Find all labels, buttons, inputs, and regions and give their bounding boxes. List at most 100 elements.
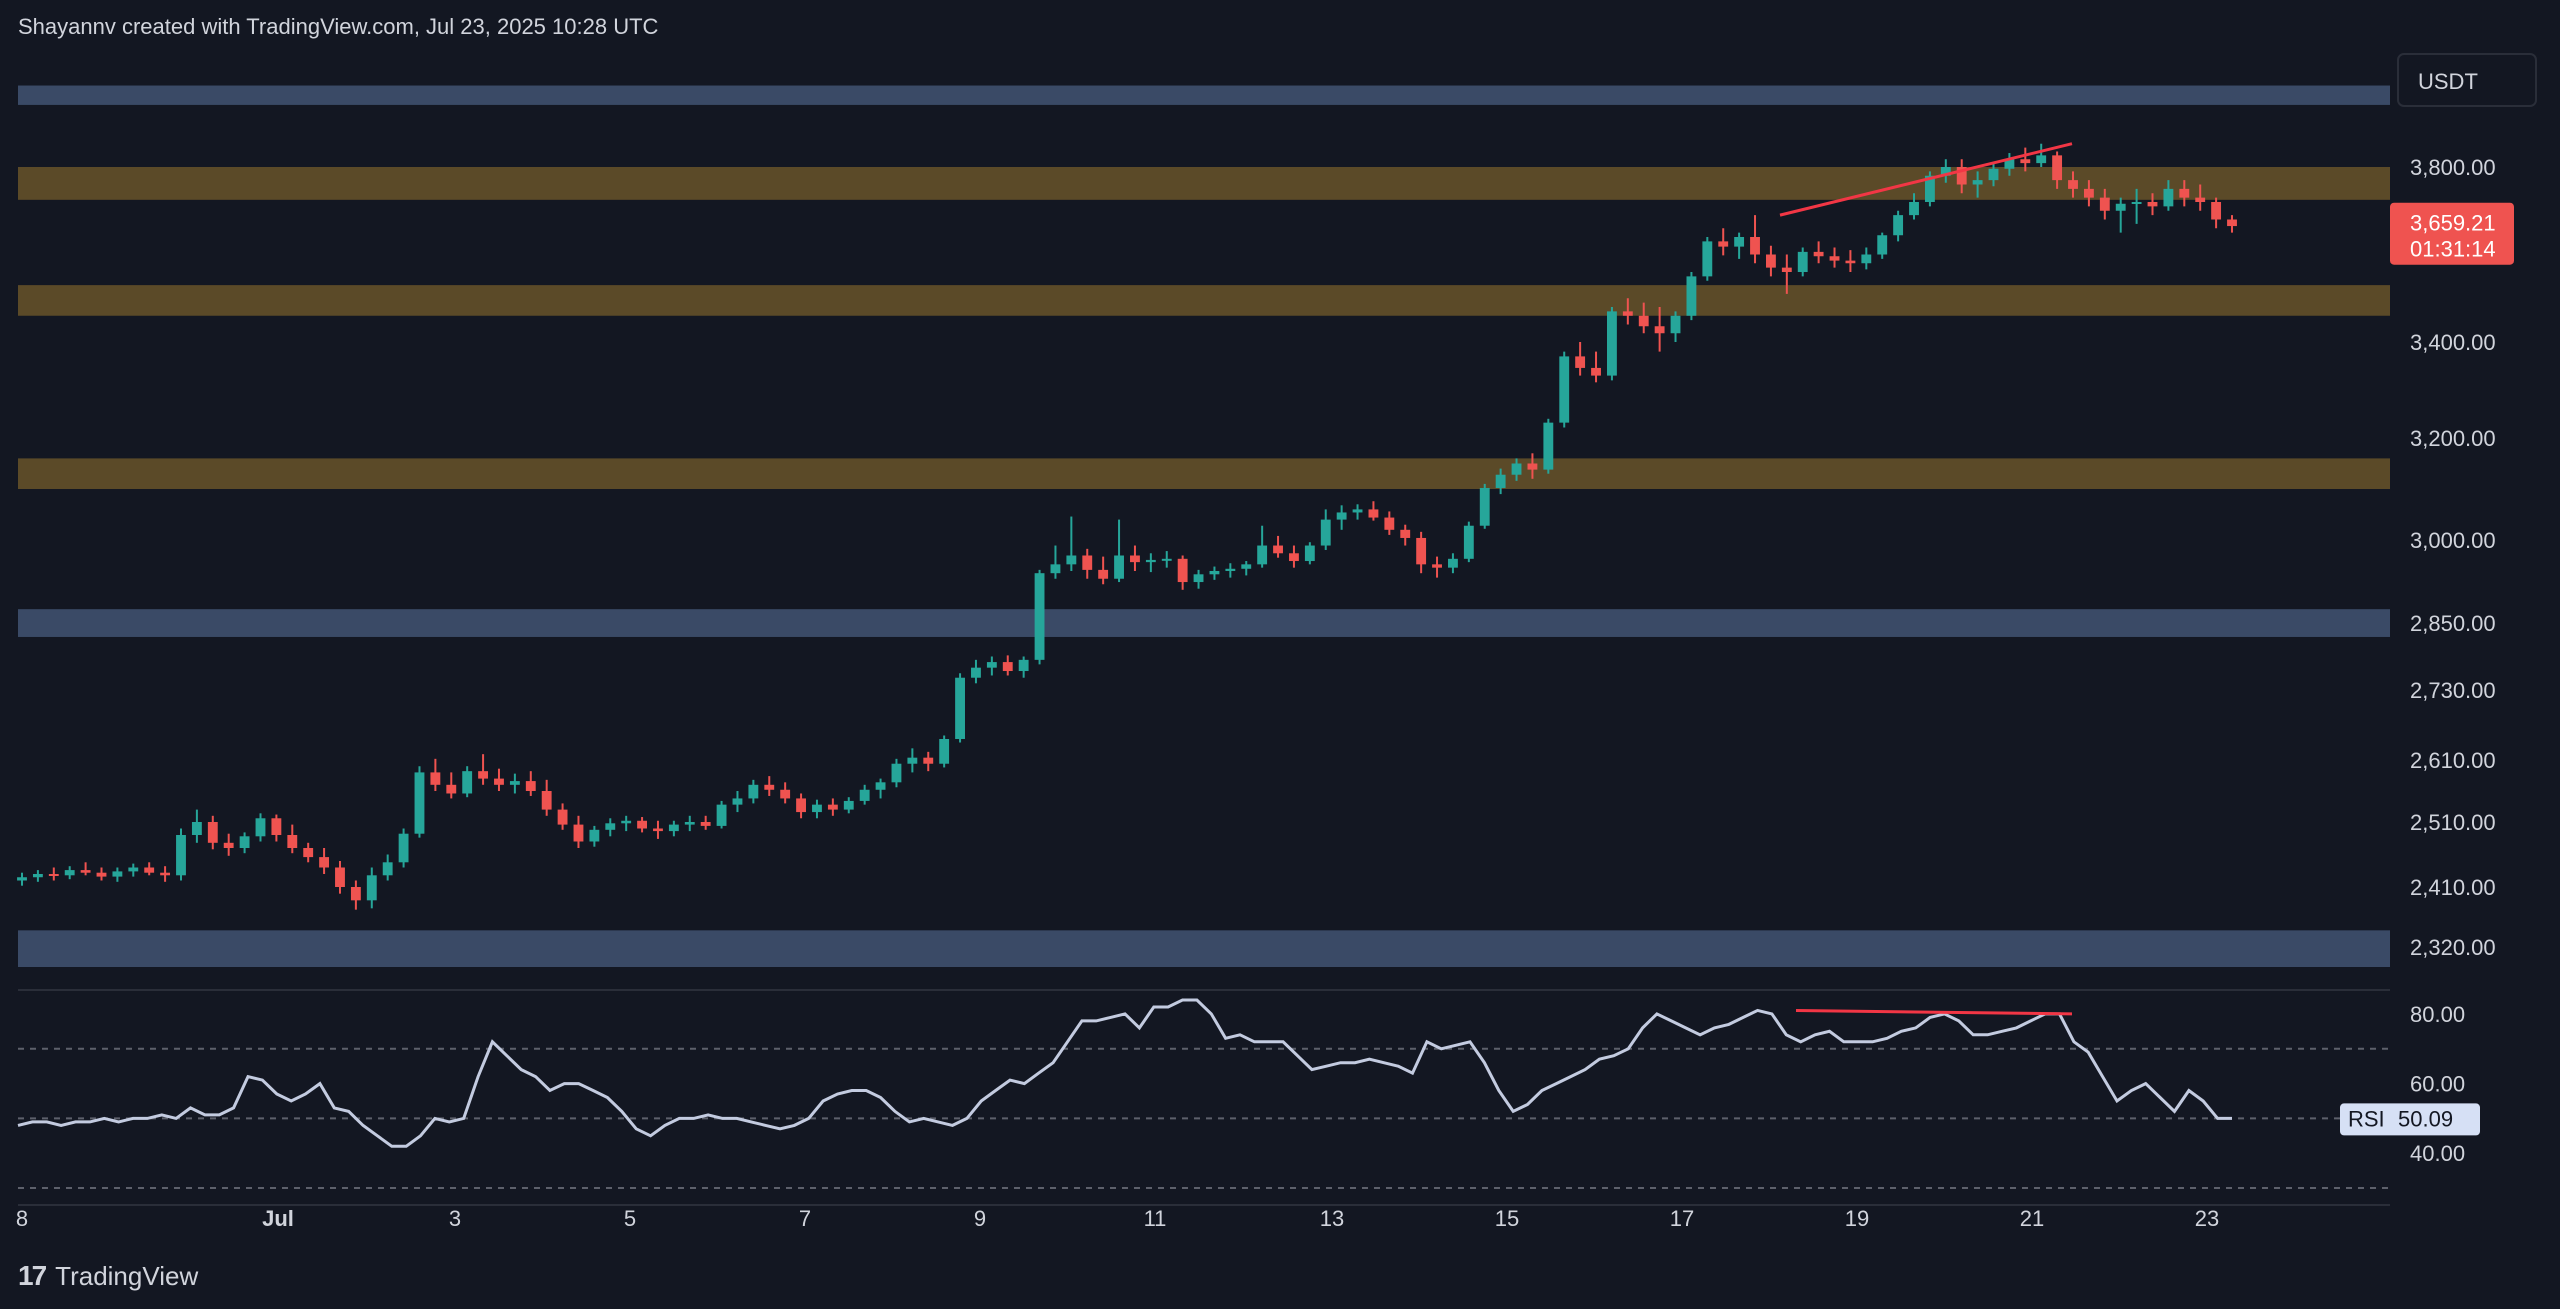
- time-tick-label: 8: [16, 1206, 28, 1231]
- candle: [287, 824, 298, 854]
- candle-body: [366, 875, 377, 901]
- candle: [144, 862, 155, 876]
- candle-body: [1893, 215, 1904, 236]
- candle-body: [764, 784, 775, 790]
- tradingview-logo-icon: 17: [18, 1260, 47, 1291]
- candle: [1797, 247, 1808, 277]
- candle-body: [1241, 564, 1252, 569]
- candle-body: [1432, 564, 1442, 568]
- candle: [494, 768, 504, 791]
- price-tick-label: 2,850.00: [2410, 611, 2496, 636]
- candle-body: [1511, 463, 1522, 475]
- candle: [1050, 545, 1061, 579]
- time-axis: 8 Jul 3 5 7 9 11 13 15 17 19 21 23: [16, 1204, 2390, 1231]
- price-tick-label: 2,730.00: [2410, 678, 2496, 703]
- candle: [96, 867, 107, 881]
- candle: [1225, 563, 1236, 578]
- rsi-tick-label: 60.00: [2410, 1072, 2465, 1097]
- candle-body: [1320, 519, 1331, 546]
- candle-body: [1416, 537, 1427, 565]
- candle: [2020, 147, 2031, 172]
- currency-selector[interactable]: USDT: [2397, 53, 2537, 107]
- candle: [986, 656, 997, 676]
- candle-body: [2163, 188, 2174, 207]
- candle: [1145, 553, 1156, 573]
- candle-body: [1018, 659, 1029, 672]
- candle: [398, 828, 409, 868]
- candle-body: [2115, 203, 2126, 211]
- candle: [319, 848, 330, 874]
- candle: [525, 771, 536, 796]
- candle: [573, 815, 584, 848]
- candle: [1066, 516, 1077, 571]
- candle: [1702, 237, 1713, 281]
- candle-body: [1686, 276, 1697, 316]
- candle: [2179, 180, 2190, 207]
- candle: [64, 866, 75, 880]
- candle: [732, 791, 743, 813]
- candle: [1813, 241, 1824, 264]
- candle: [875, 778, 886, 799]
- candle-body: [1145, 559, 1156, 563]
- candle: [1098, 556, 1109, 585]
- candle: [335, 861, 345, 894]
- candle-body: [446, 784, 457, 794]
- candle-body: [1082, 555, 1093, 570]
- candle-body: [271, 818, 282, 835]
- candle-body: [1861, 254, 1872, 264]
- candle: [764, 776, 775, 796]
- candle: [2227, 215, 2237, 233]
- candle: [112, 867, 123, 882]
- candle-body: [112, 871, 123, 877]
- candle: [303, 842, 314, 863]
- candle: [1448, 553, 1458, 574]
- candle: [1718, 228, 1729, 256]
- candle-body: [971, 667, 981, 678]
- candle: [128, 863, 139, 877]
- candle-body: [1479, 487, 1490, 526]
- candle: [414, 766, 425, 838]
- support-zone-1: [18, 609, 2390, 637]
- candle: [2068, 171, 2078, 198]
- candle: [1670, 311, 1681, 342]
- candle-countdown: 01:31:14: [2410, 237, 2496, 262]
- candle: [796, 793, 806, 819]
- candle-body: [1877, 235, 1888, 255]
- candle: [668, 820, 679, 837]
- candle: [1304, 542, 1315, 565]
- candle-body: [732, 798, 743, 805]
- candle-body: [605, 823, 616, 830]
- candle-body: [1034, 573, 1045, 660]
- candle-body: [1845, 260, 1856, 264]
- candle: [2131, 188, 2142, 224]
- candle-body: [2020, 159, 2031, 164]
- candle-body: [191, 822, 202, 835]
- candle: [478, 754, 489, 785]
- candle-body: [1702, 241, 1713, 277]
- candle: [1765, 245, 1776, 277]
- candle: [1018, 656, 1029, 678]
- candle: [271, 814, 282, 842]
- candle: [239, 832, 250, 854]
- candle: [32, 870, 43, 882]
- axis-layer: USDT 3,800.00 3,400.00 3,200.00 3,000.00 2,85…: [2390, 53, 2537, 960]
- candle: [1082, 548, 1093, 579]
- candle: [541, 779, 552, 816]
- supply-zone-2: [18, 458, 2390, 489]
- candle-body: [748, 784, 759, 799]
- tradingview-logo[interactable]: 17 TradingView: [18, 1260, 198, 1292]
- candle: [1130, 545, 1140, 571]
- candle-body: [303, 848, 314, 858]
- candle: [621, 815, 632, 832]
- candle-body: [653, 828, 663, 832]
- candle-body: [1813, 251, 1824, 257]
- candle-body: [1289, 553, 1299, 562]
- candle: [1606, 307, 1617, 381]
- candle-body: [1448, 558, 1458, 568]
- candle: [1829, 247, 1840, 268]
- candle-body: [1956, 167, 1967, 185]
- candle-body: [17, 877, 27, 881]
- candle-body: [2131, 202, 2142, 204]
- candle: [430, 758, 441, 791]
